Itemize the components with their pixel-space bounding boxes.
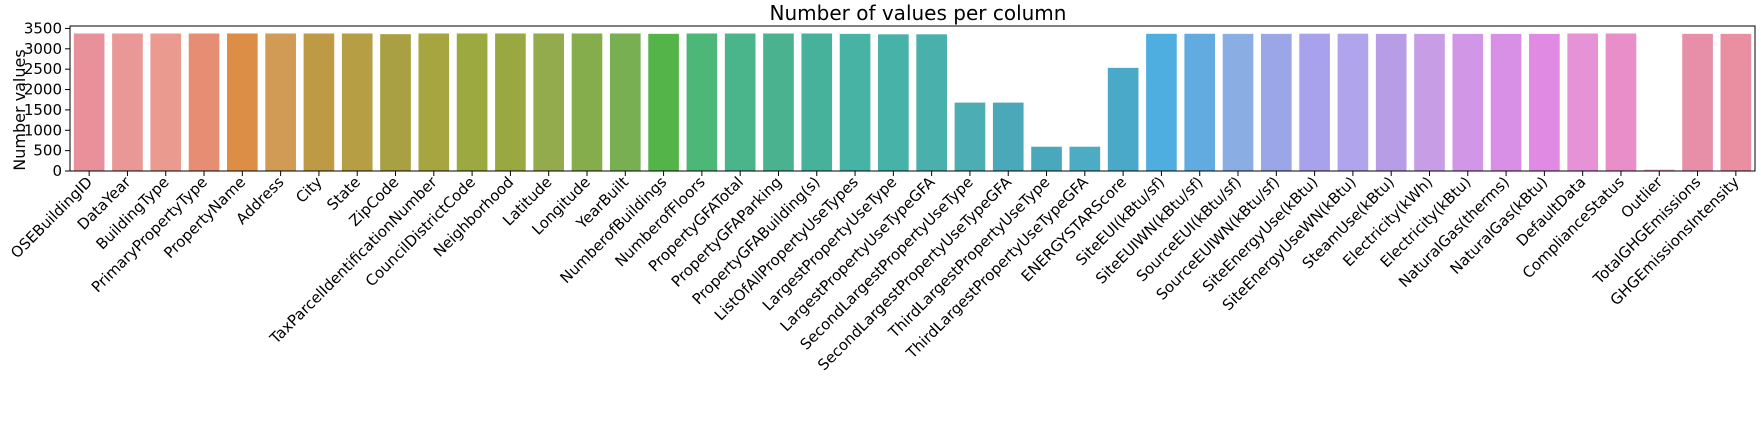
bar-OSEBuildingID [73,33,105,171]
bar-DataYear [112,33,143,171]
y-tick-label: 1500 [24,101,62,119]
bar-SiteEnergyUse(kBtu) [1299,33,1330,172]
bar-GHGEmissionsIntensity [1720,33,1752,171]
bars-group [73,33,1752,172]
bar-LargestPropertyUseType [878,34,909,172]
plot-frame [69,25,1756,172]
bar-ThirdLargestPropertyUseType [1031,146,1062,171]
bar-SourceEUIWN(kBtu/sf) [1260,33,1292,171]
bar-CouncilDistrictCode [456,33,488,171]
bar-SecondLargestPropertyUseTypeGFA [992,102,1024,171]
bar-PrimaryPropertyType [188,33,220,171]
bar-Electricity(kBtu) [1452,33,1484,171]
bar-SiteEUI(kBtu/sf) [1146,33,1177,171]
bar-Neighborhood [495,33,526,171]
bar-BuildingType [150,33,182,171]
bar-Electricity(kWh) [1414,33,1445,171]
y-tick-label: 500 [33,142,62,160]
bar-NumberofFloors [686,33,718,171]
y-axis: 0 500 1000 1500 2000 2500 3000 3500 [24,19,70,180]
bar-NaturalGas(therms) [1490,33,1522,171]
y-tick-label: 3000 [24,40,62,58]
bar-SiteEUIWN(kBtu/sf) [1184,33,1216,171]
bar-DefaultData [1567,33,1598,171]
x-axis: OSEBuildingIDDataYearBuildingTypePrimary… [7,171,1743,374]
bar-State [341,33,373,171]
bar-NaturalGas(kBtu) [1529,33,1560,171]
x-tick-label: City [292,173,326,207]
bar-PropertyGFATotal [724,33,756,171]
bar-PropertyGFABuilding(s) [801,33,833,171]
y-tick-label: 2000 [24,81,62,99]
bar-ENERGYSTARScore [1107,67,1139,171]
bar-TotalGHGEmissions [1682,33,1713,171]
y-tick-label: 1000 [24,121,62,139]
bar-Outlier [1643,169,1675,171]
x-tick-label: TaxParcelIdentificationNumber [266,173,442,349]
bar-SecondLargestPropertyUseType [954,102,986,171]
bar-SourceEUI(kBtu/sf) [1222,33,1254,171]
bar-ComplianceStatus [1605,33,1637,171]
y-tick-label: 0 [52,162,62,180]
bar-Latitude [533,33,565,171]
bar-YearBuilt [609,33,641,171]
bar-ThirdLargestPropertyUseTypeGFA [1069,146,1101,171]
bar-SiteEnergyUseWN(kBtu) [1337,33,1369,172]
y-axis-label: Number values [10,49,29,170]
bar-PropertyName [227,33,258,171]
bar-ZipCode [380,34,411,172]
bar-Longitude [571,33,603,171]
bar-LargestPropertyUseTypeGFA [916,34,947,172]
bar-PropertyGFAParking [763,33,794,171]
bar-Address [265,33,296,171]
bar-SteamUse(kBtu) [1375,33,1407,171]
bar-TaxParcelIdentificationNumber [418,33,450,171]
y-tick-label: 2500 [24,60,62,78]
bar-City [303,33,335,171]
bar-ListOfAllPropertyUseTypes [839,33,871,171]
y-tick-label: 3500 [24,19,62,37]
chart-title: Number of values per column [770,1,1067,25]
bar-NumberofBuildings [648,33,679,171]
